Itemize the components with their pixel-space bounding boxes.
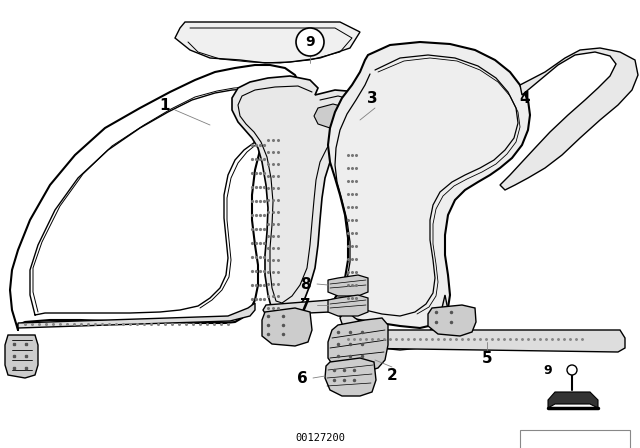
- Polygon shape: [5, 335, 38, 378]
- Circle shape: [296, 28, 324, 56]
- Text: 6: 6: [296, 370, 307, 385]
- Polygon shape: [18, 303, 255, 328]
- Text: 1: 1: [160, 98, 170, 112]
- Text: 2: 2: [387, 367, 397, 383]
- Polygon shape: [325, 358, 376, 396]
- Polygon shape: [328, 295, 368, 316]
- Polygon shape: [428, 305, 476, 336]
- Polygon shape: [338, 330, 625, 352]
- Polygon shape: [263, 296, 348, 315]
- Text: 8: 8: [300, 276, 310, 292]
- Polygon shape: [500, 48, 638, 190]
- Polygon shape: [328, 42, 530, 328]
- Text: 4: 4: [520, 90, 531, 105]
- Polygon shape: [232, 76, 375, 318]
- Polygon shape: [340, 295, 450, 350]
- Polygon shape: [328, 318, 388, 372]
- Text: 7: 7: [300, 297, 310, 313]
- Text: 3: 3: [367, 90, 378, 105]
- Polygon shape: [175, 22, 360, 63]
- Bar: [520, 430, 630, 448]
- Polygon shape: [328, 275, 368, 296]
- Polygon shape: [314, 104, 350, 128]
- Text: 00127200: 00127200: [295, 433, 345, 443]
- Text: 9: 9: [544, 363, 552, 376]
- Polygon shape: [262, 308, 312, 346]
- Text: 5: 5: [482, 350, 492, 366]
- Polygon shape: [548, 392, 598, 408]
- Text: 9: 9: [305, 35, 315, 49]
- Circle shape: [567, 365, 577, 375]
